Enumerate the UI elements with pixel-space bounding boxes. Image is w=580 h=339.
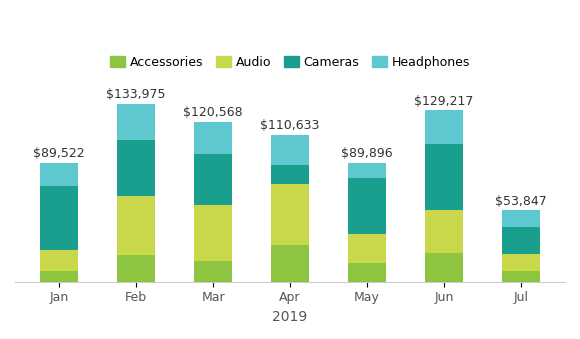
Bar [40, 186, 78, 250]
Text: $120,568: $120,568 [183, 106, 243, 119]
Bar [347, 178, 386, 234]
Text: $110,633: $110,633 [260, 119, 320, 133]
Bar [271, 245, 309, 282]
Bar [271, 135, 309, 165]
Bar [271, 165, 309, 184]
Bar [425, 111, 463, 144]
Text: $89,522: $89,522 [34, 147, 85, 160]
Bar [502, 271, 540, 282]
Bar [194, 205, 233, 260]
Bar [117, 104, 155, 140]
Bar [194, 122, 233, 155]
Bar [271, 184, 309, 245]
Bar [425, 253, 463, 282]
Bar [40, 163, 78, 186]
Bar [502, 210, 540, 227]
Text: $129,217: $129,217 [414, 95, 473, 108]
Legend: Accessories, Audio, Cameras, Headphones: Accessories, Audio, Cameras, Headphones [107, 53, 473, 71]
Bar [40, 271, 78, 282]
X-axis label: 2019: 2019 [273, 310, 307, 324]
Text: $133,975: $133,975 [106, 88, 166, 101]
Bar [502, 254, 540, 271]
Text: $89,896: $89,896 [341, 147, 393, 160]
Bar [425, 144, 463, 210]
Bar [425, 210, 463, 253]
Bar [347, 234, 386, 263]
Bar [117, 140, 155, 196]
Bar [40, 250, 78, 271]
Bar [502, 227, 540, 254]
Bar [347, 263, 386, 282]
Bar [117, 255, 155, 282]
Bar [347, 162, 386, 178]
Bar [194, 260, 233, 282]
Bar [117, 196, 155, 255]
Bar [194, 155, 233, 205]
Text: $53,847: $53,847 [495, 195, 546, 208]
